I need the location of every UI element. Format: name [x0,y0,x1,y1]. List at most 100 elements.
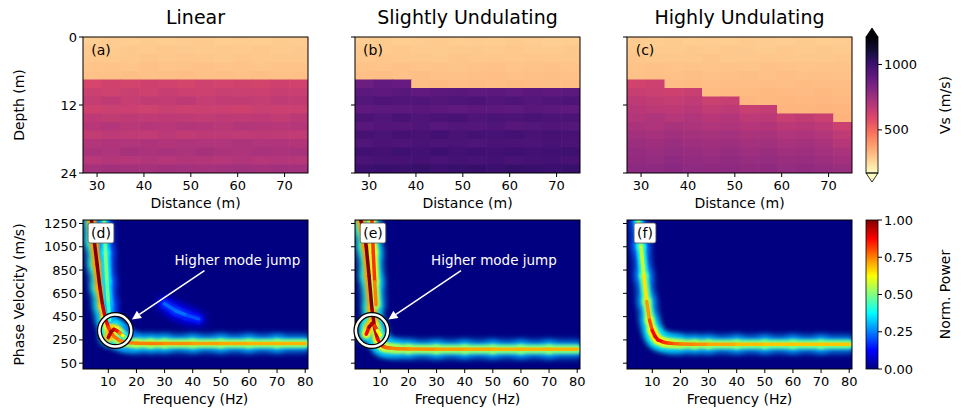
cell [393,105,412,114]
cell [646,105,665,114]
dispersion-segment [437,347,465,351]
cell [252,46,271,55]
cell [721,71,740,80]
y-tick [351,173,355,174]
cell [815,97,834,106]
cell [411,88,430,97]
dispersion-segment [277,339,305,348]
cell [646,80,665,89]
cell [665,54,684,63]
cell [430,88,449,97]
cell [505,63,524,72]
cell [815,114,834,123]
cell [214,122,233,131]
cell [683,88,702,97]
cell [102,88,121,97]
cell [158,97,177,106]
cell [289,46,308,55]
cell [374,105,393,114]
dispersion-segment [249,342,277,346]
cell [627,148,646,157]
x-tick-label: 10 [372,374,389,389]
dispersion-segment [378,331,381,336]
cell [815,156,834,165]
panel-title: Linear [166,6,225,28]
x-tick-label: 60 [501,178,518,193]
cell [561,54,580,63]
cell [196,131,215,140]
cell [289,165,308,174]
cell [543,63,562,72]
cell [702,88,721,97]
cell [702,131,721,140]
cell [449,165,468,174]
y-tick [623,293,627,294]
cell [505,46,524,55]
cell [177,165,196,174]
cell [121,80,140,89]
cell [430,114,449,123]
cell [289,37,308,46]
cell [486,165,505,174]
dispersion-segment [793,343,821,347]
dispersion-segment [737,340,765,349]
cell [252,131,271,140]
cell [561,131,580,140]
cell [505,148,524,157]
cell [815,37,834,46]
colorbar-tick-label: 0.25 [884,324,913,339]
cell [271,46,290,55]
y-tick-label: 50 [60,356,77,371]
cell [355,156,374,165]
cell [833,156,852,165]
y-tick-label: 1250 [44,216,77,231]
cell [102,122,121,131]
dispersion-segment [277,342,305,346]
plot-area [627,220,852,369]
cell [289,114,308,123]
y-tick [79,293,83,294]
cell [411,156,430,165]
cell [468,105,487,114]
dispersion-segment [187,315,198,318]
cell [252,80,271,89]
cell [289,131,308,140]
cell [411,54,430,63]
cell [646,97,665,106]
cell [505,54,524,63]
cell [121,156,140,165]
cell [214,46,233,55]
cell [177,37,196,46]
colorbar-tick [878,64,882,65]
cell [721,80,740,89]
y-tick-label: 650 [52,286,77,301]
cell [543,122,562,131]
cell [683,105,702,114]
x-tick-label: 30 [633,178,650,193]
cell [833,71,852,80]
cell [252,97,271,106]
x-tick [462,173,463,177]
cell [721,165,740,174]
cell [139,139,158,148]
annotation-text: Higher mode jump [174,252,300,268]
dispersion-segment [193,339,221,348]
cell [796,46,815,55]
cell [449,46,468,55]
x-tick-label: 30 [428,374,445,389]
colorbar-frame [866,37,878,173]
cell [252,63,271,72]
x-tick [792,369,793,373]
cell [271,37,290,46]
y-tick [623,105,627,106]
cell [374,148,393,157]
cell [815,105,834,114]
cell [121,131,140,140]
cell [233,139,252,148]
cell [833,88,852,97]
cell [121,54,140,63]
cell [139,46,158,55]
cell [289,97,308,106]
x-tick-label: 20 [128,374,145,389]
cell [721,63,740,72]
